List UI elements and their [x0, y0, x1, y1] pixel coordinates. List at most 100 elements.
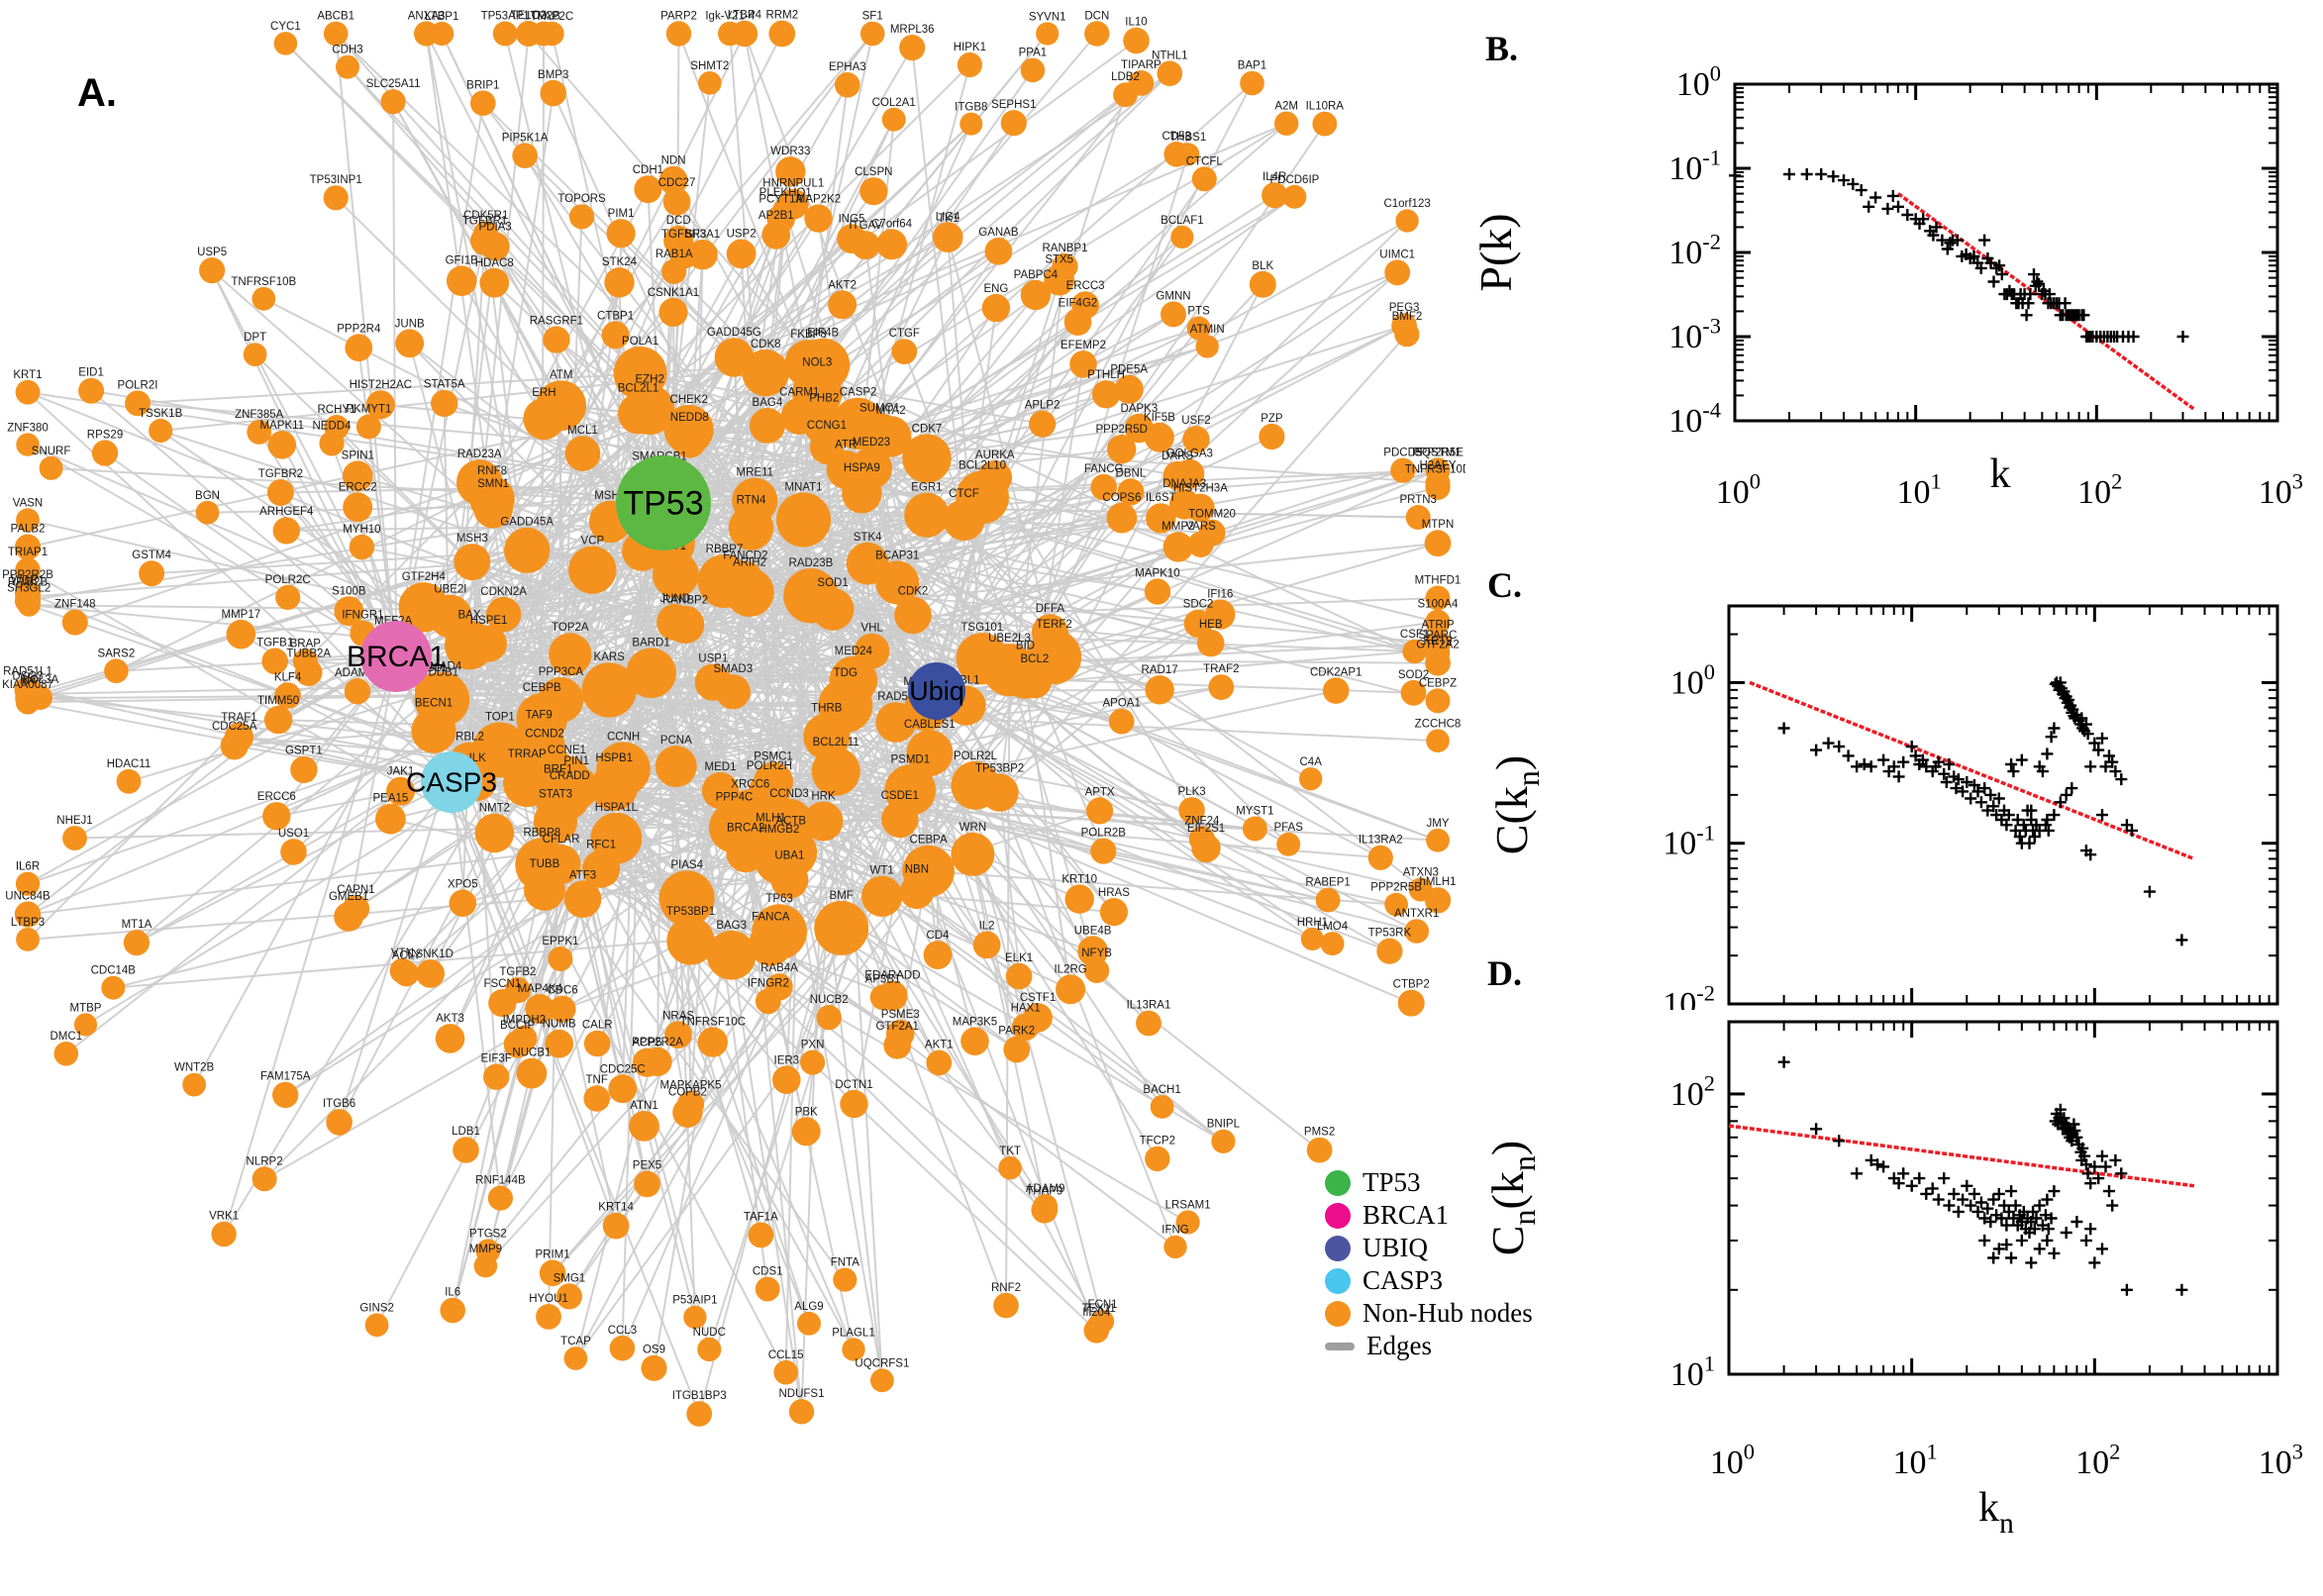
gene-label: OS9 [643, 1345, 665, 1356]
network-node [290, 755, 318, 784]
network-node [220, 732, 249, 760]
network-node [1405, 505, 1431, 530]
gene-label: TERF2 [1036, 619, 1071, 631]
network-node [267, 431, 297, 459]
network-node [861, 875, 903, 917]
gene-label: CDK2 [898, 586, 929, 598]
network-node [634, 1170, 660, 1198]
gene-label: STAT3 [539, 789, 572, 801]
data-point [2096, 1149, 2108, 1162]
gene-label: NMT2 [479, 803, 510, 815]
gene-label: CCL3 [608, 1325, 637, 1337]
gene-label: ZNF24 [1184, 815, 1220, 827]
gene-label: HRH1 [1297, 917, 1328, 929]
data-point [1920, 1187, 1933, 1200]
gene-label: VARS [1185, 521, 1216, 533]
gene-label: PARP2 [660, 10, 697, 22]
data-point [2015, 1234, 2028, 1247]
network-node [342, 895, 370, 923]
gene-label: NDN [661, 155, 686, 167]
gene-label: BARD1 [632, 637, 669, 648]
data-point [1938, 1172, 1951, 1185]
gene-label: EIF4B [807, 328, 839, 340]
data-point [2048, 1247, 2061, 1259]
gene-label: HDAC11 [107, 758, 152, 770]
gene-label: Ifi204 [1082, 1307, 1111, 1319]
gene-label: BCL2L11 [813, 737, 859, 748]
data-point [1901, 209, 1914, 221]
data-point [2127, 331, 2140, 343]
gene-label: TGFB2 [499, 966, 536, 978]
network-node [1397, 989, 1425, 1017]
data-point [1871, 1158, 1884, 1171]
data-point [1965, 1199, 1977, 1212]
network-legend: TP53 BRCA1 UBIQ CASP3 Non-Hub nodes Edges [1325, 1166, 1533, 1362]
network-node [804, 204, 833, 233]
legend-item-tp53: TP53 [1325, 1166, 1533, 1199]
network-node [474, 813, 515, 853]
gene-label: CD53 [1162, 131, 1190, 143]
gene-label: CDK2AP1 [1310, 666, 1362, 678]
gene-label: TOP1 [485, 711, 515, 723]
data-point [2015, 753, 2028, 766]
gene-label: SEPHS1 [991, 99, 1036, 111]
network-node [1425, 457, 1451, 483]
gene-label: SUMO1 [859, 402, 900, 414]
gene-label: PSMC1 [754, 751, 793, 763]
data-point [2042, 824, 2055, 837]
gene-label: LIG4 [936, 211, 961, 223]
gene-label: TOP2A [552, 622, 589, 634]
network-node [398, 582, 449, 633]
gene-label: IL4 [20, 674, 37, 686]
gene-label: BAP1 [1238, 60, 1266, 72]
node-dot-icon [1325, 1235, 1351, 1261]
gene-label: JAK1 [387, 766, 415, 778]
network-node [833, 1267, 858, 1292]
gene-label: Igk-V21-4 [705, 11, 755, 23]
network-node [199, 257, 226, 284]
gene-label: TKT [999, 1146, 1021, 1157]
data-point [2027, 1205, 2040, 1218]
gene-label: AKT3 [436, 1013, 464, 1025]
network-node [701, 771, 740, 810]
gene-label: DNAJA3 [1162, 478, 1206, 490]
gene-label: UNC84B [5, 890, 50, 902]
data-point [2079, 1158, 2092, 1171]
data-point [1897, 1167, 1910, 1180]
data-point [1987, 1193, 2000, 1206]
axis-ticks [1733, 82, 2279, 423]
gene-label: BECN1 [415, 698, 453, 710]
gene-label: BCCIP [500, 1020, 535, 1032]
gene-label: SPIN1 [342, 449, 374, 461]
gene-label: CAPN1 [337, 884, 374, 896]
data-point [2106, 1199, 2119, 1212]
network-node [876, 229, 908, 260]
gene-label: PPP2R2A [632, 1037, 683, 1048]
gene-label: RAB4A [760, 962, 798, 974]
network-node [728, 505, 774, 550]
network-node [832, 397, 884, 449]
network-node [658, 165, 688, 195]
network-node [449, 889, 477, 917]
data-point [1978, 1234, 1991, 1247]
data-point [1952, 773, 1965, 786]
gene-label: AP3B1 [865, 974, 901, 986]
gene-label: GFI1B [446, 254, 479, 266]
panel-label-d: D. [1487, 953, 1522, 993]
axis-tick-labels: 102 101 100 101 102 103 [1670, 1071, 2303, 1481]
gene-label: WRN [960, 822, 986, 834]
data-point [1810, 1123, 1823, 1136]
network-node [334, 596, 364, 627]
gene-label: JUNB [395, 319, 425, 331]
network-panel: CDK2 CDK7 CCNH PCNA CCNE1 CCND3 CCND2 CDK8 UBA1 N… [2, 10, 1465, 1427]
gene-label: AKT2 [828, 279, 857, 291]
network-node [247, 420, 272, 445]
data-point [2054, 796, 2067, 809]
network-node [16, 508, 40, 533]
data-point [1987, 1251, 2000, 1264]
network-node [123, 930, 150, 956]
network-node [1426, 729, 1450, 752]
gene-label: HSPE1 [470, 615, 508, 627]
network-node [1300, 927, 1324, 951]
